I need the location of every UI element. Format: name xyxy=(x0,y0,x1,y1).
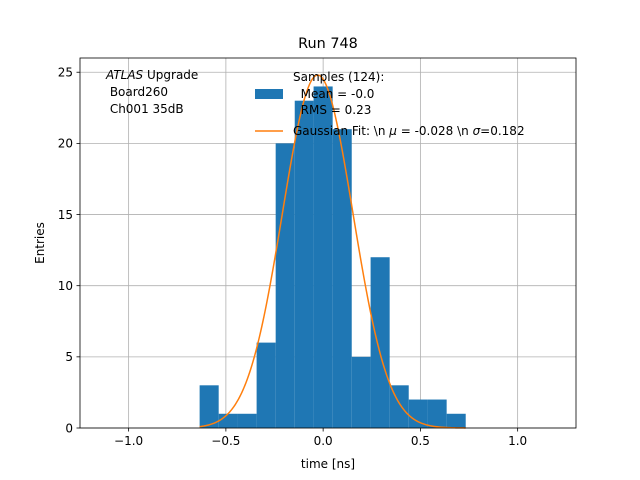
histogram-bar xyxy=(237,413,257,428)
chart-title: Run 748 xyxy=(298,36,358,52)
y-axis-ticks: 0 5 10 15 20 25 xyxy=(58,66,80,435)
histogram-bar xyxy=(351,356,371,428)
histogram-bar xyxy=(294,100,314,428)
y-tick-label: 15 xyxy=(58,208,73,222)
legend-fit-mu: μ xyxy=(388,124,397,138)
histogram-bars xyxy=(199,86,466,428)
legend-samples-line-3: RMS = 0.23 xyxy=(293,103,371,117)
histogram-bar xyxy=(408,399,428,428)
gaussian-fit-line xyxy=(199,74,466,429)
histogram-bar xyxy=(199,385,219,428)
legend-fit-mid: = -0.028 \n xyxy=(397,124,473,138)
y-tick-label: 0 xyxy=(65,421,73,435)
x-tick-label: 1.0 xyxy=(508,434,527,448)
histogram-bar xyxy=(275,143,295,428)
plot-frame xyxy=(79,57,577,429)
x-axis-ticks: −1.0 −0.5 0.0 0.5 1.0 xyxy=(114,428,527,448)
x-axis-label: time [ns] xyxy=(301,457,355,471)
histogram-bar xyxy=(218,413,238,428)
gaussian-fit-curve xyxy=(199,74,466,429)
annotation-upgrade: Upgrade xyxy=(143,68,198,82)
histogram-bar xyxy=(427,399,447,428)
legend-samples-swatch xyxy=(255,89,283,99)
y-tick-label: 10 xyxy=(58,279,73,293)
histogram-bar xyxy=(446,413,466,428)
x-tick-label: 0.0 xyxy=(314,434,333,448)
histogram-bar xyxy=(370,257,390,428)
legend-fit-sigma: σ xyxy=(473,124,481,138)
y-tick-label: 5 xyxy=(65,350,73,364)
y-axis-label: Entries xyxy=(33,222,47,264)
legend-samples-line-2: Mean = -0.0 xyxy=(293,87,374,101)
x-tick-label: −0.5 xyxy=(211,434,240,448)
legend-fit-suffix: =0.182 xyxy=(480,124,524,138)
histogram-bar xyxy=(313,86,333,428)
annotation-line-3: Ch001 35dB xyxy=(106,102,184,116)
histogram-bar xyxy=(332,129,352,428)
legend-fit-prefix: Gaussian Fit: \n xyxy=(293,124,389,138)
legend-fit-label: Gaussian Fit: \n μ = -0.028 \n σ=0.182 xyxy=(293,124,525,138)
y-tick-label: 20 xyxy=(58,137,73,151)
atlas-annotation: ATLAS Upgrade Board260 Ch001 35dB xyxy=(105,68,198,116)
legend: Samples (124): Mean = -0.0 RMS = 0.23 Ga… xyxy=(255,70,525,138)
legend-samples-line-1: Samples (124): xyxy=(293,70,384,84)
annotation-line-2: Board260 xyxy=(106,85,168,99)
histogram-bar xyxy=(256,342,276,428)
y-tick-label: 25 xyxy=(58,66,73,80)
x-tick-label: −1.0 xyxy=(114,434,143,448)
annotation-line-1: ATLAS Upgrade xyxy=(105,68,198,82)
annotation-atlas: ATLAS xyxy=(105,68,144,82)
x-tick-label: 0.5 xyxy=(411,434,430,448)
